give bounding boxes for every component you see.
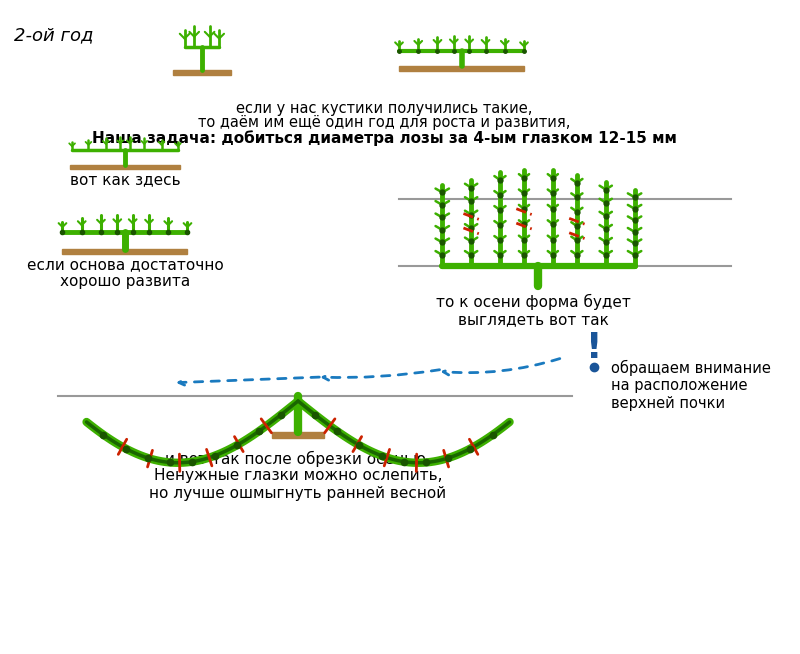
Text: 2-ой год: 2-ой год [14, 26, 94, 44]
Text: то даём им ещё один год для роста и развития,: то даём им ещё один год для роста и разв… [198, 116, 570, 131]
Text: и вот так после обрезки осенью.: и вот так после обрезки осенью. [165, 451, 431, 467]
Text: Наша задача: добиться диаметра лозы за 4-ым глазком 12-15 мм: Наша задача: добиться диаметра лозы за 4… [92, 130, 677, 146]
Bar [272, 432, 325, 438]
Bar [62, 249, 187, 254]
Text: если основа достаточно
хорошо развита: если основа достаточно хорошо развита [26, 257, 223, 289]
Text: обращаем внимание
на расположение
верхней почки: обращаем внимание на расположение верхне… [610, 360, 770, 411]
Text: но лучше ошмыгнуть ранней весной: но лучше ошмыгнуть ранней весной [150, 486, 446, 501]
Bar [70, 165, 180, 169]
Text: !: ! [586, 331, 602, 365]
Text: то к осени форма будет
выглядеть вот так: то к осени форма будет выглядеть вот так [436, 294, 631, 327]
Text: вот как здесь: вот как здесь [70, 172, 180, 187]
Text: Ненужные глазки можно ослепить,: Ненужные глазки можно ослепить, [154, 468, 442, 483]
Text: если у нас кустики получились такие,: если у нас кустики получились такие, [237, 101, 533, 116]
Bar [173, 70, 230, 75]
Bar [399, 67, 524, 71]
